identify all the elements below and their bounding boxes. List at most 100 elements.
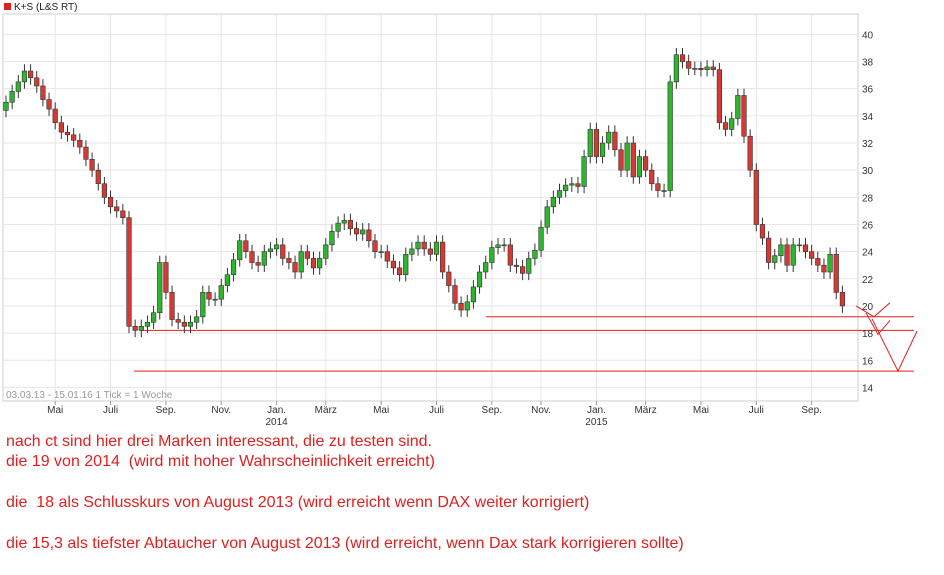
candle-body: [21, 70, 28, 83]
candle-body: [120, 210, 126, 218]
arrow-to-15: [871, 318, 918, 373]
candle-body: [612, 131, 618, 151]
candle-body: [526, 258, 532, 274]
note-line-2: die 19 von 2014 (wird mit hoher Wahrsche…: [6, 453, 435, 470]
candle-body: [587, 129, 593, 157]
candle-body: [735, 95, 741, 119]
grid: [3, 14, 858, 401]
candle-body: [237, 240, 243, 261]
candle-body: [224, 274, 231, 286]
y-tick-label: 14: [862, 383, 874, 394]
y-tick-label: 30: [862, 166, 874, 177]
candle-body: [267, 248, 274, 252]
candle-body: [230, 259, 237, 276]
candle-body: [772, 255, 778, 263]
y-tick-label: 24: [862, 248, 874, 259]
candle-body: [353, 228, 360, 235]
candle-body: [114, 206, 120, 212]
candle-body: [27, 70, 34, 79]
candle-body: [341, 220, 347, 224]
candle-body: [255, 262, 261, 266]
candle-body: [64, 131, 71, 136]
candle-body: [698, 68, 704, 70]
candle-body: [390, 260, 397, 269]
candle-body: [784, 244, 790, 266]
candle-body: [606, 131, 612, 144]
x-tick-label: März: [315, 405, 337, 416]
candle-body: [329, 230, 335, 246]
candle-body: [759, 224, 766, 239]
candle-body: [483, 262, 489, 273]
candle-body: [815, 258, 821, 266]
candle-body: [200, 292, 206, 318]
candle-body: [507, 244, 513, 266]
candle-body: [15, 81, 21, 92]
candle-body: [741, 95, 747, 137]
candle-body: [802, 244, 809, 252]
candle-body: [624, 142, 630, 171]
candle-body: [692, 68, 698, 70]
candle-body: [181, 321, 187, 327]
candle-body: [40, 85, 46, 100]
x-tick-label: Sep.: [482, 405, 503, 416]
candle-body: [765, 237, 772, 263]
candle-body: [556, 190, 563, 198]
candle-body: [83, 146, 89, 160]
candle-body: [71, 134, 77, 141]
date-range-label: 03.03.13 - 15.01.16 1 Tick = 1 Woche: [6, 390, 173, 401]
candle-body: [753, 169, 759, 225]
candle-body: [249, 251, 255, 263]
y-tick-label: 28: [862, 193, 874, 204]
candle-body: [550, 197, 556, 208]
candle-body: [151, 312, 157, 323]
candle-body: [101, 183, 107, 198]
candle-body: [710, 66, 716, 70]
candle-body: [9, 91, 15, 103]
candle-body: [95, 169, 101, 185]
candle-body: [169, 292, 175, 320]
candle-body: [563, 184, 569, 191]
reference-lines: [134, 316, 914, 372]
candle-body: [396, 267, 403, 276]
x-tick-label: März: [634, 405, 656, 416]
projection-arrows: [855, 302, 918, 373]
y-tick-label: 32: [862, 139, 874, 150]
candle-body: [366, 229, 372, 242]
y-tick-label: 26: [862, 220, 874, 231]
candle-body: [157, 262, 163, 314]
candle-body: [778, 244, 784, 257]
x-tick-label: Jan.: [267, 405, 286, 416]
candle-body: [273, 244, 280, 250]
candle-body: [347, 220, 354, 229]
candle-body: [809, 251, 815, 259]
candle-body: [360, 229, 366, 235]
candle-body: [642, 156, 649, 171]
candle-body: [599, 142, 606, 157]
candle-body: [636, 156, 643, 178]
x-tick-label: Juli: [103, 405, 118, 416]
candle-body: [679, 54, 686, 62]
candle-body: [575, 183, 581, 187]
candle-body: [655, 183, 661, 191]
candle-body: [89, 158, 95, 171]
candle-body: [138, 326, 144, 331]
candle-body: [403, 254, 409, 276]
candle-body: [581, 156, 587, 187]
candle-body: [261, 251, 267, 266]
candle-body: [593, 129, 599, 157]
candle-body: [187, 321, 194, 327]
candle-body: [470, 286, 477, 303]
x-tick-label: Juli: [749, 405, 764, 416]
candle-body: [686, 61, 692, 69]
candle-body: [77, 139, 83, 148]
candle-body: [335, 222, 341, 232]
x-tick-label: Mai: [373, 405, 389, 416]
arrow-to-19: [855, 302, 891, 318]
candle-body: [163, 262, 169, 293]
x-tick-label: Mai: [693, 405, 709, 416]
candle-body: [218, 285, 224, 300]
candle-body: [440, 241, 446, 273]
candle-body: [286, 258, 292, 263]
x-tick-label: Jan.: [587, 405, 606, 416]
